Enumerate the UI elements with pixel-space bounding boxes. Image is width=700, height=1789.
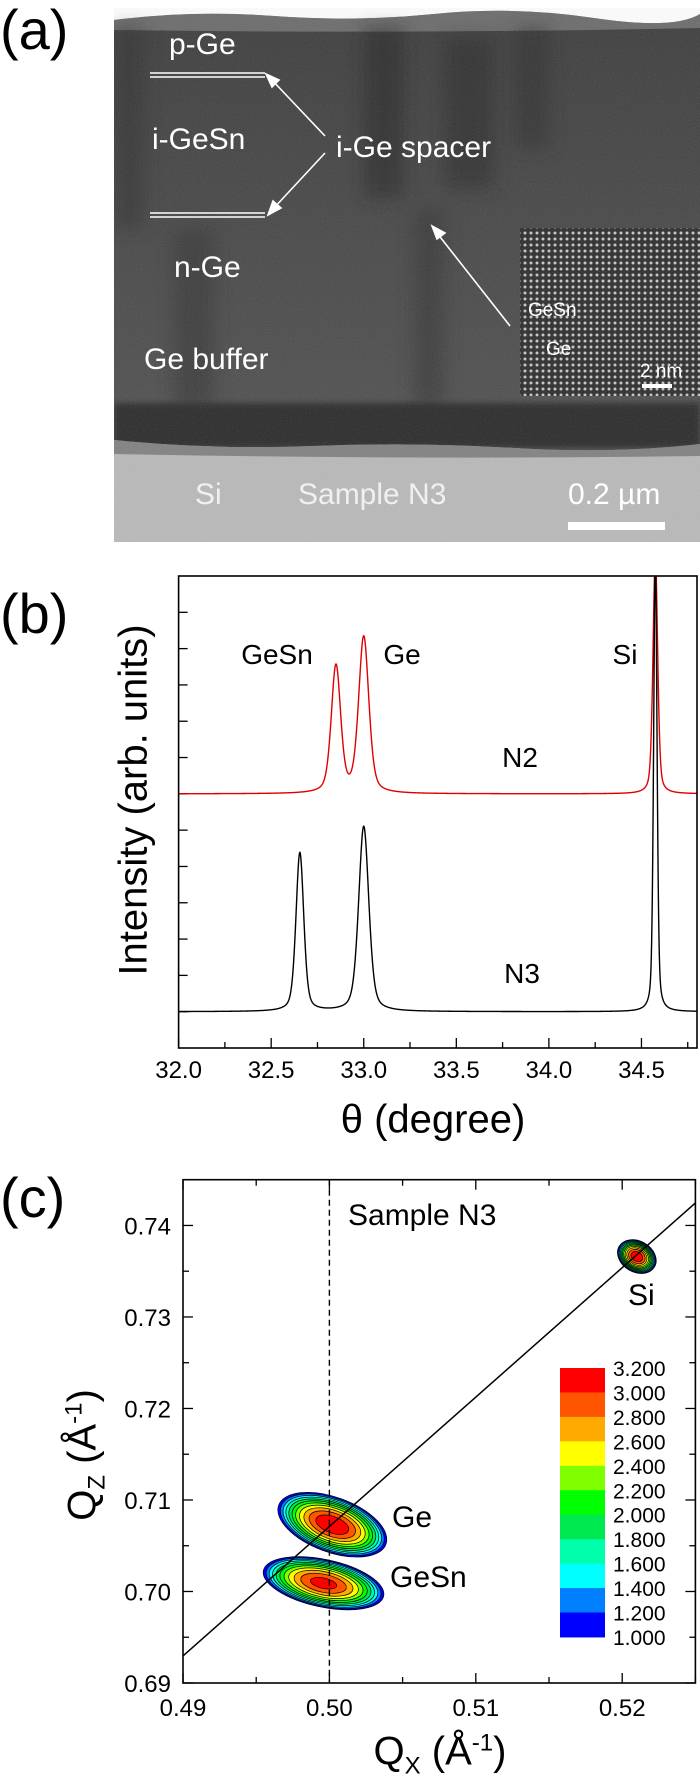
- colorbar-label: 2.600: [613, 1431, 666, 1454]
- colorbar-band: [560, 1490, 605, 1516]
- y-tick-label: 0.70: [124, 1579, 171, 1606]
- x-tick-label: 0.52: [599, 1695, 646, 1722]
- x-tick-label: 0.50: [306, 1695, 353, 1722]
- colorbar-band: [560, 1563, 605, 1589]
- colorbar-band: [560, 1465, 605, 1491]
- xrd-plot-frame: [177, 575, 698, 1049]
- rsm-peak-label-si: Si: [628, 1279, 655, 1312]
- x-tick-label: 34.0: [526, 1057, 573, 1084]
- label-si: Si: [195, 478, 222, 511]
- rsm-title: Sample N3: [348, 1199, 496, 1232]
- inset-scale-label: 2 nm: [640, 361, 683, 382]
- colorbar-band: [560, 1588, 605, 1613]
- x-tick-label: 34.5: [618, 1057, 665, 1084]
- rsm-plot-area: [183, 1179, 696, 1683]
- colorbar-band: [560, 1368, 605, 1393]
- colorbar-label: 3.200: [613, 1358, 666, 1381]
- rsm-plot-frame: [182, 1178, 697, 1684]
- rsm-peak-label-gesn: GeSn: [390, 1561, 467, 1594]
- colorbar-label: 1.000: [613, 1627, 666, 1650]
- colorbar-label: 2.400: [613, 1456, 666, 1479]
- inset-label-gesn: GeSn: [528, 300, 577, 321]
- colorbar-band: [560, 1392, 605, 1418]
- colorbar-band: [560, 1514, 605, 1540]
- label-scale-bar: 0.2 µm: [568, 478, 661, 511]
- y-tick-label: 0.74: [124, 1213, 171, 1240]
- series-line-n2: [178, 576, 698, 795]
- x-tick-label: 0.51: [452, 1695, 499, 1722]
- tem-micrograph: [114, 8, 700, 542]
- contour-gesn: [262, 1556, 385, 1611]
- colorbar-label: 2.200: [613, 1480, 666, 1503]
- xrd-y-axis-label: Intensity (arb. units): [111, 624, 156, 976]
- label-p-ge: p-Ge: [169, 28, 236, 61]
- rsm-x-axis-label: QX (Å-1): [373, 1729, 507, 1780]
- series-group: [178, 576, 698, 1013]
- colorbar-band: [560, 1539, 605, 1565]
- inset-scale-bar: [642, 384, 672, 388]
- label-i-ge-spacer: i-Ge spacer: [336, 131, 492, 164]
- contour-si: [617, 1239, 657, 1274]
- x-tick-label: 32.0: [155, 1057, 202, 1084]
- x-tick-label: 33.5: [433, 1057, 480, 1084]
- x-tick-label: 32.5: [248, 1057, 295, 1084]
- label-i-gesn: i-GeSn: [152, 123, 246, 156]
- colorbar-label: 2.000: [613, 1505, 666, 1528]
- rsm-peak-label-ge: Ge: [392, 1501, 432, 1534]
- x-tick-label: 0.49: [160, 1695, 207, 1722]
- layer-marker-lines: [150, 72, 265, 218]
- series-label-n2: N2: [502, 742, 538, 773]
- label-ge-buffer: Ge buffer: [144, 343, 269, 376]
- colorbar-band: [560, 1416, 605, 1442]
- y-tick-label: 0.71: [124, 1488, 171, 1515]
- colorbar-band: [560, 1441, 605, 1467]
- series-line-n3: [178, 576, 698, 1013]
- y-tick-label: 0.73: [124, 1305, 171, 1332]
- label-sample: Sample N3: [298, 478, 447, 511]
- colorbar-label: 2.800: [613, 1407, 666, 1430]
- peak-label-ge: Ge: [383, 639, 420, 670]
- inset-label-ge: Ge: [546, 339, 572, 360]
- panel-c-label: (c): [0, 1166, 66, 1229]
- x-tick-label: 33.0: [340, 1057, 387, 1084]
- relaxation-line: [183, 1202, 696, 1657]
- colorbar-label: 1.400: [613, 1578, 666, 1601]
- y-tick-label: 0.72: [124, 1396, 171, 1423]
- panel-b-label: (b): [0, 582, 69, 645]
- label-n-ge: n-Ge: [174, 251, 241, 284]
- rsm-y-axis-label: QZ (Å-1): [60, 1389, 111, 1521]
- xrd-x-axis-label: θ (degree): [340, 1097, 526, 1142]
- contour-level: [310, 1577, 338, 1590]
- scale-bar: [568, 522, 665, 530]
- colorbar-band: [560, 1612, 605, 1638]
- series-label-n3: N3: [504, 958, 540, 989]
- peak-label-si: Si: [613, 639, 638, 670]
- arrows: [264, 72, 511, 327]
- peak-label-gesn: GeSn: [241, 639, 313, 670]
- colorbar-label: 1.800: [613, 1529, 666, 1552]
- colorbar-label: 3.000: [613, 1382, 666, 1405]
- colorbar-label: 1.600: [613, 1554, 666, 1577]
- colorbar-label: 1.200: [613, 1603, 666, 1626]
- y-tick-label: 0.69: [124, 1671, 171, 1698]
- panel-a-label: (a): [0, 0, 69, 61]
